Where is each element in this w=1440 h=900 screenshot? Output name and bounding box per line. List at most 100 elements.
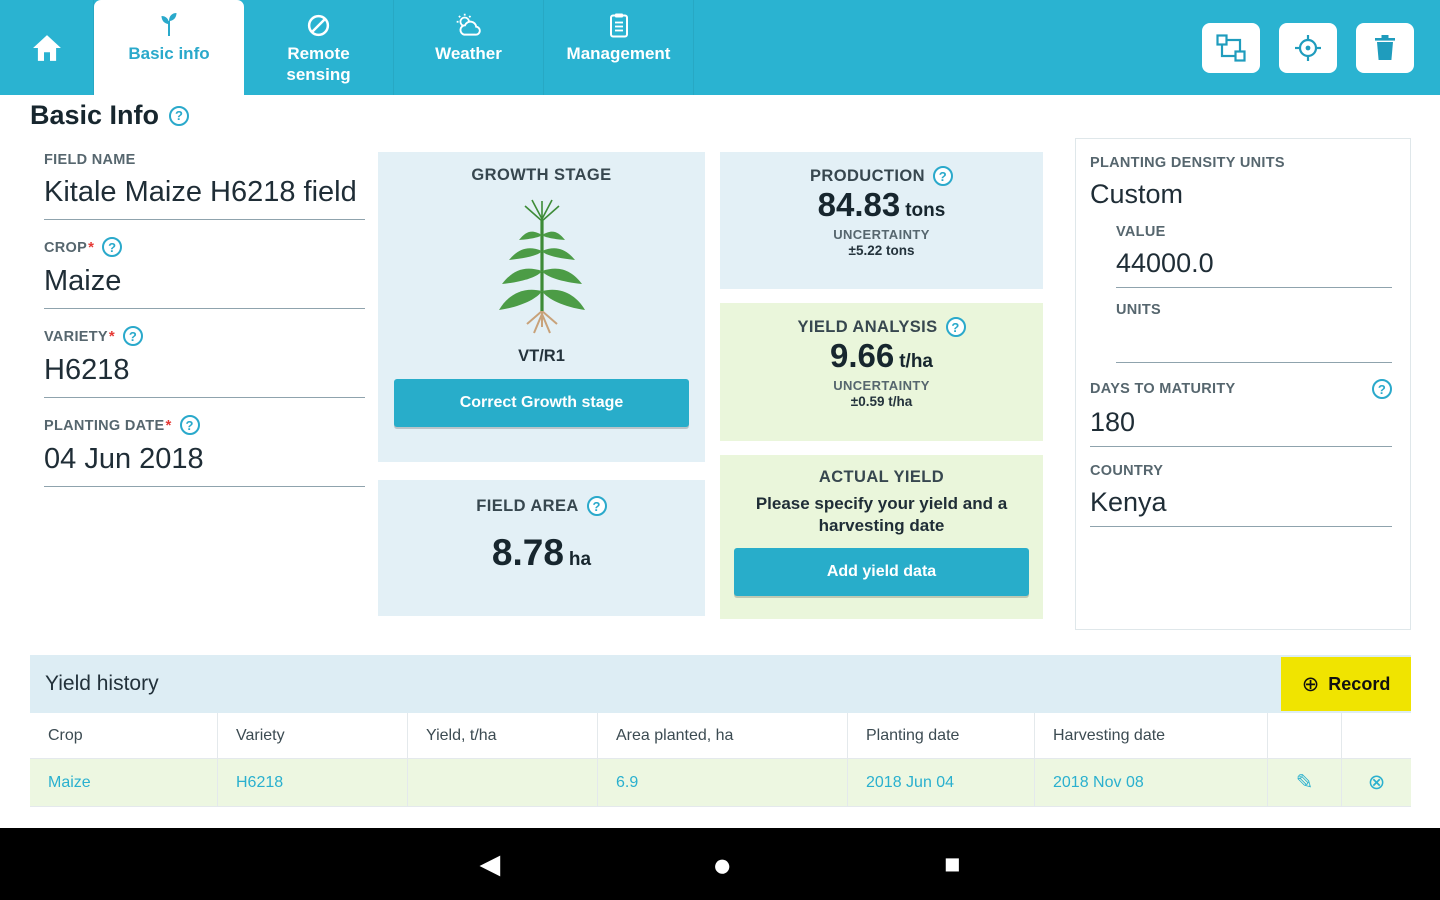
days-to-maturity-input[interactable]: 180 <box>1090 407 1392 447</box>
planting-date-input[interactable]: 04 Jun 2018 <box>44 441 365 487</box>
column-header-edit-spacer <box>1268 713 1342 758</box>
density-value-group: VALUE 44000.0 <box>1116 224 1392 288</box>
production-uncertainty-value: ±5.22 tons <box>848 243 915 258</box>
tab-remote-sensing[interactable]: Remote sensing <box>244 0 394 95</box>
actual-yield-panel: ACTUAL YIELD Please specify your yield a… <box>720 455 1043 619</box>
yield-history-header: Yield history ⊕ Record <box>30 655 1411 713</box>
field-name-label: FIELD NAME <box>44 152 136 168</box>
growth-stage-panel: GROWTH STAGE VT/R1 C <box>378 152 705 462</box>
density-value-input[interactable]: 44000.0 <box>1116 248 1392 288</box>
tab-label-weather: Weather <box>435 44 502 63</box>
help-icon[interactable]: ? <box>1372 379 1392 399</box>
field-area-heading: FIELD AREA ? <box>378 496 705 516</box>
help-icon[interactable]: ? <box>169 105 190 126</box>
android-back-button[interactable]: ◀ <box>479 848 501 879</box>
field-name-input[interactable]: Kitale Maize H6218 field <box>44 174 365 220</box>
table-row-partial <box>30 807 1411 827</box>
planting-date-label: PLANTING DATE* ? <box>44 415 365 435</box>
country-group: COUNTRY Kenya <box>1090 463 1392 527</box>
required-marker: * <box>88 238 95 256</box>
column-header-area-planted: Area planted, ha <box>598 713 848 758</box>
column-header-crop: Crop <box>30 713 218 758</box>
tab-label-basic-info: Basic info <box>128 44 210 63</box>
yield-analysis-uncertainty-value: ±0.59 t/ha <box>850 394 913 409</box>
tab-weather[interactable]: Weather <box>394 0 544 95</box>
row-harvesting-date: 2018 Nov 08 <box>1035 759 1268 806</box>
density-units-group: UNITS <box>1116 302 1392 363</box>
android-home-button[interactable]: ● <box>712 845 733 883</box>
days-to-maturity-group: DAYS TO MATURITY ? 180 <box>1090 379 1392 447</box>
tab-management[interactable]: Management <box>544 0 694 95</box>
plant-icon <box>158 11 180 39</box>
column-header-planting-date: Planting date <box>848 713 1035 758</box>
maize-plant-illustration <box>378 191 705 341</box>
crop-input[interactable]: Maize <box>44 263 365 309</box>
row-variety: H6218 <box>218 759 408 806</box>
help-icon[interactable]: ? <box>586 496 607 516</box>
planting-density-units-label: PLANTING DENSITY UNITS <box>1090 155 1285 171</box>
yield-history-title: Yield history <box>45 672 159 695</box>
field-area-panel: FIELD AREA ? 8.78 ha <box>378 480 705 616</box>
days-to-maturity-label: DAYS TO MATURITY ? <box>1090 379 1392 399</box>
tab-label-management: Management <box>566 44 671 63</box>
home-button[interactable] <box>0 0 94 95</box>
help-icon[interactable]: ? <box>945 317 966 337</box>
planting-density-panel: PLANTING DENSITY UNITS Custom VALUE 4400… <box>1075 138 1411 630</box>
edit-row-button[interactable]: ✎ <box>1268 759 1342 806</box>
help-icon[interactable]: ? <box>179 415 200 435</box>
yield-history-section: Yield history ⊕ Record Crop Variety Yiel… <box>30 655 1411 827</box>
country-input[interactable]: Kenya <box>1090 487 1392 527</box>
topbar-actions <box>1202 0 1440 95</box>
field-boundary-button[interactable] <box>1202 22 1260 73</box>
production-panel: PRODUCTION ? 84.83 tons UNCERTAINTY ±5.22… <box>720 152 1043 289</box>
circle-x-icon: ⊗ <box>1367 771 1386 794</box>
plus-circle-icon: ⊕ <box>1301 672 1320 696</box>
satellite-icon <box>306 11 331 39</box>
field-name-group: FIELD NAME Kitale Maize H6218 field <box>44 152 365 220</box>
production-uncertainty-label: UNCERTAINTY <box>833 227 930 242</box>
record-button[interactable]: ⊕ Record <box>1281 657 1411 711</box>
table-row: Maize H6218 6.9 2018 Jun 04 2018 Nov 08 … <box>30 759 1411 807</box>
android-recents-button[interactable]: ■ <box>944 848 961 879</box>
page-title-text: Basic Info <box>30 100 160 130</box>
density-units-input[interactable] <box>1116 326 1392 363</box>
help-icon[interactable]: ? <box>123 326 144 346</box>
required-marker: * <box>165 416 172 434</box>
delete-row-button[interactable]: ⊗ <box>1342 759 1411 806</box>
top-navigation-bar: Basic info Remote sensing Weat <box>0 0 1440 95</box>
tab-label-remote-sensing: Remote sensing <box>286 44 351 84</box>
home-icon <box>30 33 64 63</box>
weather-icon <box>454 11 484 39</box>
actual-yield-heading: ACTUAL YIELD <box>818 468 945 486</box>
add-yield-data-button[interactable]: Add yield data <box>734 548 1029 596</box>
crosshair-icon <box>1293 33 1323 63</box>
help-icon[interactable]: ? <box>102 237 123 257</box>
planting-density-units-select[interactable]: Custom <box>1090 179 1184 209</box>
field-boundary-icon <box>1216 33 1246 62</box>
yield-analysis-value: 9.66 t/ha <box>829 337 933 374</box>
variety-group: VARIETY* ? H6218 <box>44 326 365 398</box>
density-units-label: UNITS <box>1116 302 1161 318</box>
clipboard-icon <box>608 11 630 39</box>
tab-basic-info[interactable]: Basic info <box>94 0 244 95</box>
help-icon[interactable]: ? <box>932 166 953 186</box>
row-planting-date: 2018 Jun 04 <box>848 759 1035 806</box>
delete-field-button[interactable] <box>1356 22 1414 73</box>
growth-stage-heading: GROWTH STAGE <box>471 166 612 184</box>
correct-growth-stage-button[interactable]: Correct Growth stage <box>394 379 689 427</box>
column-header-delete-spacer <box>1342 713 1411 758</box>
crop-group: CROP* ? Maize <box>44 237 365 309</box>
actual-yield-message: Please specify your yield and a harvesti… <box>755 494 1008 535</box>
country-label: COUNTRY <box>1090 463 1164 479</box>
page-title: Basic Info ? <box>30 100 190 131</box>
column-header-yield: Yield, t/ha <box>408 713 598 758</box>
required-marker: * <box>108 327 116 345</box>
field-area-value: 8.78 ha <box>491 532 592 573</box>
production-heading: PRODUCTION ? <box>720 166 1043 186</box>
growth-stage-value: VT/R1 <box>518 347 565 365</box>
yield-history-column-headers: Crop Variety Yield, t/ha Area planted, h… <box>30 713 1411 759</box>
planting-date-group: PLANTING DATE* ? 04 Jun 2018 <box>44 415 365 487</box>
locate-target-button[interactable] <box>1279 22 1337 73</box>
row-area-planted: 6.9 <box>598 759 848 806</box>
variety-input[interactable]: H6218 <box>44 352 365 398</box>
